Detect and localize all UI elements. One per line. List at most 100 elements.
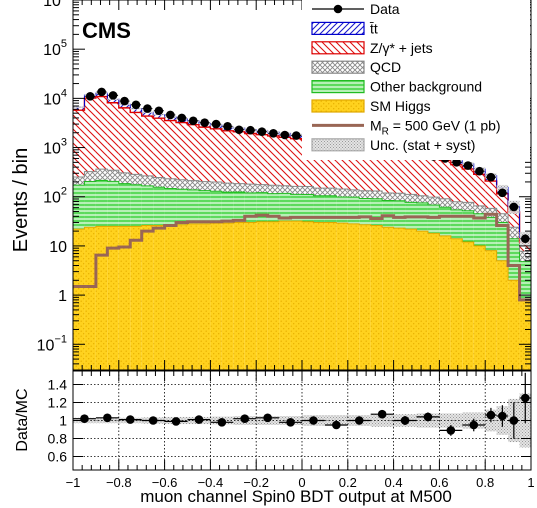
x-tick-label: −1	[66, 475, 81, 490]
stack-bar-qcd	[496, 213, 509, 223]
stack-outline-other	[73, 179, 531, 263]
stack-bar-other	[370, 198, 383, 226]
stack-bar-qcd	[198, 181, 211, 191]
stack-bar-smh	[198, 223, 211, 370]
stack-bar-ttbar	[130, 108, 142, 113]
stack-bar-smh	[416, 231, 428, 370]
stack-bar-other	[130, 184, 142, 227]
stack-bar-smh	[347, 223, 360, 370]
data-point	[520, 234, 530, 244]
data-point	[131, 100, 141, 110]
ratio-y-tick-label: 0.6	[48, 449, 68, 465]
stack-bar-qcd	[153, 177, 165, 188]
legend-label-qcd: QCD	[370, 59, 401, 75]
stack-bar-ttbar	[118, 104, 131, 108]
ratio-panel: 0.6 0.8 1 1.2 1.4 −1 −0.8 −0.6 −0.4 −0.2 0 0.2 0.4 0…	[14, 370, 535, 506]
stack-bar-zjets	[313, 141, 325, 189]
stack-bar-smh	[359, 224, 371, 370]
stack-bar-zjets	[198, 127, 211, 182]
ratio-point	[309, 416, 318, 425]
stack-bar-other	[485, 217, 497, 251]
ratio-point	[446, 426, 456, 435]
stack-bar-other	[290, 194, 302, 222]
stack-bar-qcd	[313, 188, 325, 196]
data-point	[120, 96, 129, 106]
data-point	[211, 119, 221, 129]
stack-bar-qcd	[210, 182, 222, 192]
stack-bar-zjets	[359, 144, 371, 191]
stack-bar-smh	[508, 280, 520, 370]
stack-bar-qcd	[141, 175, 154, 186]
stack-bar-zjets	[324, 141, 337, 189]
stack-bar-smh	[267, 221, 280, 370]
stack-bar-zjets	[130, 112, 142, 175]
stack-bar-zjets	[84, 98, 96, 172]
legend: Data t̄t Z/γ* + jets QCD Other background SM …	[302, 0, 530, 160]
stack-bar-zjets	[233, 131, 245, 184]
stack-bar-zjets	[176, 122, 188, 180]
stack-bar-qcd	[393, 193, 406, 201]
stack-bar-other	[496, 222, 509, 261]
stack-bar-smh	[256, 221, 268, 370]
stack-bar-zjets	[73, 110, 85, 177]
stack-bar-zjets	[508, 211, 520, 228]
stack-bar-other	[256, 192, 268, 222]
stack-bar-other	[153, 187, 165, 226]
stack-bar-ttbar	[141, 112, 154, 117]
stack-bar-qcd	[359, 190, 371, 199]
stack-bar-other	[267, 193, 280, 222]
stack-bar-zjets	[336, 142, 348, 189]
stack-bar-qcd	[324, 188, 337, 196]
legend-swatch-zjets	[311, 41, 365, 55]
stack-bar-ttbar	[107, 99, 119, 103]
stack-bar-other	[427, 204, 440, 234]
stack-bar-smh	[141, 225, 154, 370]
stack-bar-qcd	[382, 193, 394, 201]
y-tick-label: 105	[43, 38, 67, 59]
stack-bar-qcd	[427, 197, 440, 205]
stack-bar-zjets	[393, 149, 406, 194]
stack-bar-other	[221, 192, 234, 224]
ratio-point	[194, 415, 204, 424]
stack-bar-qcd	[508, 227, 520, 239]
stack-bar-qcd	[176, 179, 188, 190]
data-point	[177, 113, 187, 123]
ratio-y-axis-title: Data/MC	[14, 388, 31, 451]
stack-bar-qcd	[347, 189, 360, 198]
stack-bar-zjets	[439, 160, 451, 199]
stack-bar-qcd	[302, 186, 314, 195]
stack-bar-qcd	[439, 198, 451, 208]
data-point	[452, 158, 461, 167]
legend-label-unc: Unc. (stat + syst)	[370, 137, 475, 153]
stack-bar-zjets	[210, 128, 222, 183]
y-tick-label: 10−1	[37, 333, 67, 354]
ratio-point	[332, 420, 341, 430]
stack-bar-smh	[107, 226, 119, 370]
stack-bar-other	[508, 238, 520, 281]
stack-bar-smh	[164, 224, 177, 370]
ratio-point	[263, 413, 272, 423]
stack-bar-other	[141, 185, 154, 226]
x-tick-label: −0.8	[106, 475, 132, 490]
legend-swatch-ttbar	[311, 21, 365, 35]
ratio-point	[217, 418, 227, 427]
ratio-point	[486, 410, 496, 420]
stack-bar-smh	[279, 221, 291, 370]
stack-bar-smh	[324, 222, 337, 370]
data-point	[108, 91, 118, 100]
data-point	[280, 130, 290, 140]
signal-histogram-line	[73, 212, 531, 302]
data-point	[166, 110, 175, 120]
stack-bar-zjets	[279, 137, 291, 186]
stack-bar-qcd	[462, 202, 474, 211]
stack-bar-zjets	[370, 145, 383, 191]
stack-bar-smh	[233, 222, 245, 370]
ratio-point	[469, 420, 479, 430]
ratio-y-tick-label: 0.8	[48, 431, 68, 447]
stack-bar-smh	[450, 238, 463, 370]
legend-label-zjets: Z/γ* + jets	[370, 40, 433, 56]
y-tick-label: 104	[43, 87, 67, 108]
stack-bar-smh	[462, 242, 474, 370]
stack-bar-zjets	[290, 138, 302, 187]
